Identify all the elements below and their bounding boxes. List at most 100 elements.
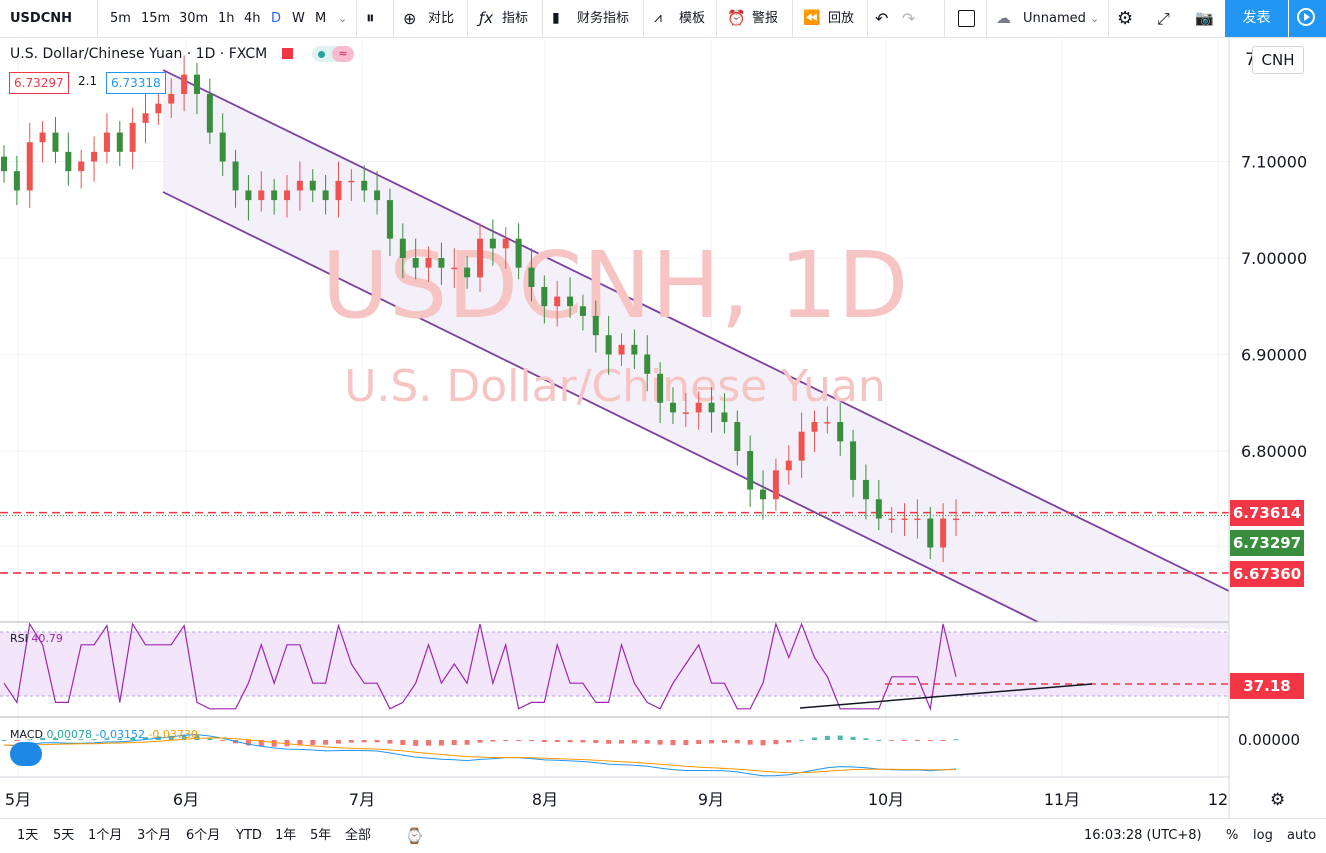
candle-body (438, 258, 445, 268)
range-button[interactable]: YTD (236, 828, 262, 843)
financials-button[interactable]: 财务指标 (577, 11, 630, 26)
symbol-search[interactable]: USDCNH (10, 11, 73, 26)
log-toggle[interactable]: log (1253, 828, 1273, 843)
alert-button[interactable]: 警报 (752, 11, 779, 26)
price-label-level1[interactable]: 6.73614 (1230, 500, 1304, 526)
camera-icon[interactable]: 📷 (1195, 9, 1214, 27)
chevron-down-icon[interactable]: ⌄ (338, 12, 348, 25)
indicators-button[interactable]: 指标 (502, 11, 529, 26)
currency-button[interactable]: CNH (1252, 46, 1304, 74)
chart-canvas[interactable]: USDCNH, 1D U.S. Dollar/Chinese Yuan 7.10… (0, 37, 1326, 818)
replay-button[interactable]: 回放 (828, 11, 855, 26)
interval-m[interactable]: M (315, 11, 327, 26)
ask-price[interactable]: 6.73318 (106, 72, 166, 94)
range-button[interactable]: 3个月 (137, 828, 172, 843)
auto-toggle[interactable]: auto (1287, 828, 1317, 843)
range-button[interactable]: 5天 (53, 828, 75, 843)
templates-button[interactable]: 模板 (679, 11, 706, 26)
macd-legend: MACD 0.00078 -0.03152 -0.03730 (10, 728, 198, 741)
candle-body (837, 422, 844, 442)
interval-15m[interactable]: 15m (141, 11, 171, 26)
gear-icon[interactable]: ⚙ (1117, 8, 1134, 29)
range-button[interactable]: 1天 (17, 828, 39, 843)
candle-body (811, 422, 818, 432)
macd-bar (104, 738, 110, 740)
interval-1h[interactable]: 1h (218, 11, 235, 26)
candle-body (374, 190, 381, 201)
channel-fill (163, 70, 1229, 630)
undo-icon[interactable]: ↶ (875, 9, 889, 28)
macd-bar (554, 740, 560, 743)
range-button[interactable]: 1年 (275, 828, 297, 843)
chevron-down-icon[interactable]: ⌄ (1090, 12, 1100, 25)
layout-name[interactable]: Unnamed (1023, 11, 1086, 26)
date-range-icon[interactable]: ⌚ (405, 827, 424, 845)
publish-button[interactable]: 发表 (1225, 0, 1288, 37)
interval-d[interactable]: D (271, 11, 282, 26)
divider (716, 0, 717, 37)
status-badge[interactable]: ≈ (312, 46, 354, 62)
play-icon[interactable] (1289, 0, 1326, 37)
candle-body (785, 460, 792, 471)
chart-title: U.S. Dollar/Chinese Yuan · 1D · FXCM (10, 46, 268, 62)
rsi-label: RSI (10, 632, 28, 645)
range-button[interactable]: 6个月 (186, 828, 221, 843)
fullscreen-square-icon[interactable] (958, 0, 975, 37)
candle-body (193, 74, 200, 94)
price-label-level2[interactable]: 6.67360 (1230, 561, 1304, 587)
interval-w[interactable]: W (292, 11, 305, 26)
bid-price[interactable]: 6.73297 (9, 72, 69, 94)
macd-bar (631, 740, 637, 744)
macd-bar (786, 740, 792, 743)
channel-upper-line (162, 69, 1230, 592)
candle-body (850, 441, 857, 480)
time-axis[interactable]: 5月 6月 7月 8月 9月 10月 11月 12 (5, 790, 1228, 809)
plus-circle-icon[interactable]: ⊕ (403, 9, 417, 28)
rsi-level-label[interactable]: 37.18 (1230, 673, 1304, 699)
tradingview-logo[interactable] (10, 742, 42, 766)
price-levels[interactable] (0, 511, 1229, 574)
interval-5m[interactable]: 5m (110, 11, 131, 26)
candle-body (528, 267, 535, 287)
watermark-line1: USDCNH, 1D (322, 232, 909, 339)
macd-bar (902, 740, 908, 741)
replay-icon[interactable]: ⏪ (803, 10, 821, 26)
range-button[interactable]: 全部 (345, 828, 372, 843)
flag-icon[interactable] (282, 48, 293, 59)
macd-bar (91, 739, 97, 741)
macd-bar (580, 740, 586, 743)
bar-chart-icon[interactable]: ▮ (552, 10, 560, 26)
macd-bar (40, 738, 46, 740)
interval-30m[interactable]: 30m (179, 11, 209, 26)
price-label-last[interactable]: 6.73297 (1230, 530, 1304, 556)
clock-time[interactable]: 16:03:28 (UTC+8) (1084, 828, 1202, 843)
candle-body (502, 238, 509, 249)
gear-icon[interactable]: ⚙ (1270, 790, 1285, 810)
regression-channel[interactable] (162, 69, 1230, 630)
redo-icon[interactable]: ↷ (902, 9, 916, 28)
price-axis[interactable]: 7.10000 7.00000 6.90000 6.80000 (1241, 153, 1307, 462)
compare-button[interactable]: 对比 (428, 11, 455, 26)
macd-bar (734, 740, 740, 744)
macd-zero-label: 0.00000 (1238, 731, 1300, 749)
fx-icon[interactable]: ƒx (479, 9, 494, 27)
macd-bar (914, 740, 920, 741)
divider (542, 0, 543, 37)
range-button[interactable]: 1个月 (88, 828, 123, 843)
macd-bar (760, 740, 766, 746)
macd-bar (181, 734, 187, 740)
rsi-trend-line[interactable] (799, 683, 1093, 709)
candle-body (232, 161, 239, 191)
candles-icon[interactable]: ⏸ (366, 8, 375, 28)
candle-body (489, 238, 496, 249)
macd-bar (464, 740, 470, 745)
alarm-icon[interactable]: ⏰ (727, 9, 746, 27)
percent-toggle[interactable]: % (1226, 828, 1239, 843)
price-tick: 7.10000 (1241, 153, 1307, 172)
expand-icon[interactable]: ⤢ (1157, 9, 1170, 28)
macd-bar (619, 740, 625, 744)
template-icon[interactable]: ⩘ (654, 10, 662, 26)
candle-body (618, 344, 625, 355)
interval-4h[interactable]: 4h (244, 11, 261, 26)
range-button[interactable]: 5年 (310, 828, 332, 843)
